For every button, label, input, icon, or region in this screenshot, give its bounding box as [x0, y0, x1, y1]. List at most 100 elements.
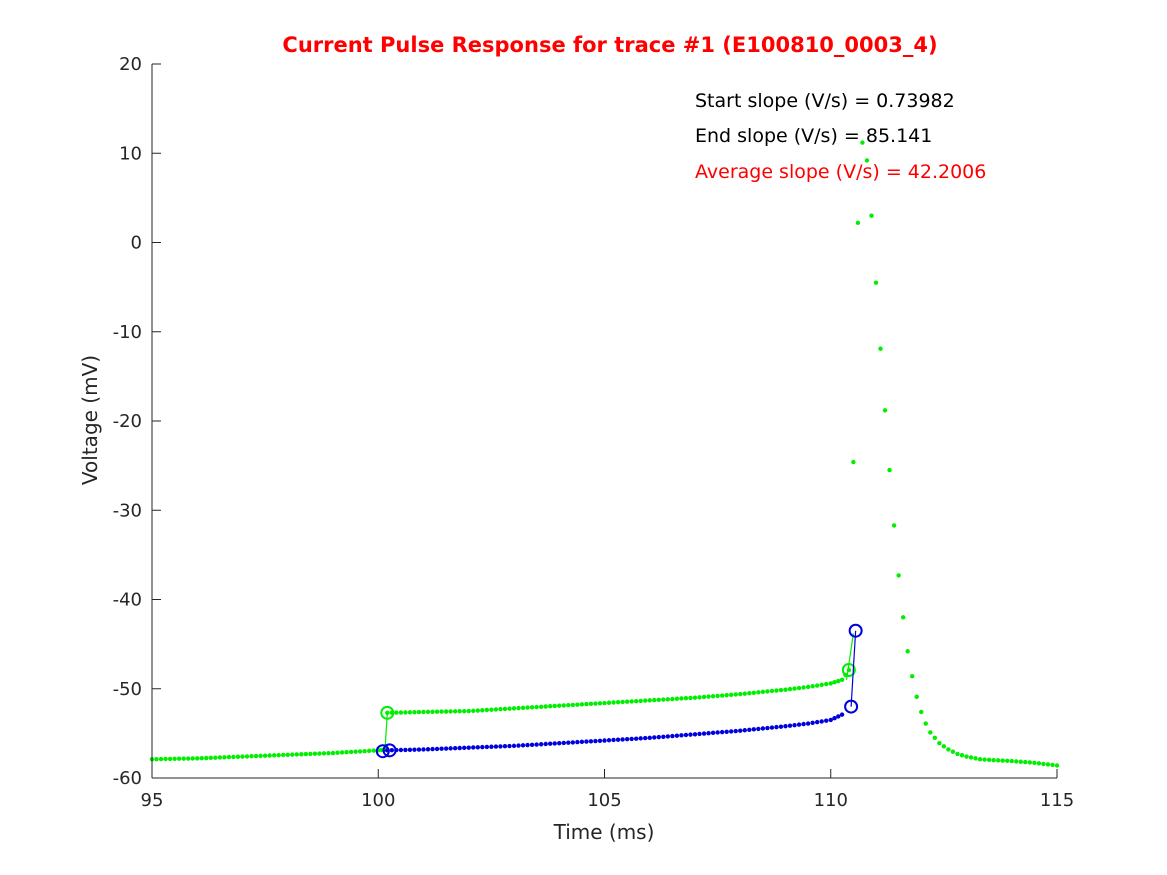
data-point: [738, 728, 743, 733]
data-point: [412, 709, 417, 715]
data-point: [674, 733, 680, 738]
data-point: [253, 753, 259, 759]
data-point: [832, 716, 837, 721]
data-point: [588, 739, 594, 744]
data-point: [624, 736, 630, 742]
data-point: [860, 140, 865, 145]
data-point: [1041, 761, 1046, 767]
data-point: [557, 703, 562, 708]
data-point: [887, 467, 892, 473]
data-point: [543, 741, 548, 747]
data-point: [176, 756, 182, 761]
data-point: [339, 750, 345, 755]
connector-line: [850, 630, 857, 707]
data-point: [186, 756, 191, 761]
data-point: [570, 702, 576, 708]
data-point: [910, 674, 915, 679]
data-point: [955, 751, 960, 757]
data-point: [258, 753, 263, 759]
data-point: [575, 702, 580, 707]
data-point: [814, 719, 820, 725]
data-point: [819, 682, 824, 688]
data-point: [873, 280, 879, 285]
data-point: [602, 738, 607, 743]
data-point: [620, 699, 625, 705]
data-point: [783, 724, 788, 729]
data-point: [638, 736, 643, 741]
data-point: [579, 739, 585, 745]
data-point: [670, 733, 675, 739]
data-point: [158, 756, 164, 762]
data-point: [167, 756, 173, 762]
data-point: [1054, 763, 1060, 768]
data-point: [905, 649, 910, 654]
data-point: [357, 749, 363, 754]
data-point: [226, 754, 232, 760]
data-point: [281, 752, 286, 758]
data-point: [1036, 761, 1042, 766]
data-point: [747, 691, 752, 696]
data-point: [190, 756, 195, 761]
data-point: [919, 709, 924, 715]
data-point: [742, 691, 747, 696]
data-point: [466, 708, 471, 714]
data-point: [552, 741, 557, 746]
data-point: [973, 756, 978, 761]
data-point: [430, 709, 435, 714]
data-point: [611, 700, 616, 705]
data-point: [729, 729, 734, 734]
data-point: [661, 734, 666, 739]
data-point: [457, 709, 462, 714]
data-point: [353, 749, 358, 754]
data-point: [299, 752, 304, 757]
data-point: [548, 741, 553, 746]
data-point: [719, 729, 725, 735]
data-point: [448, 709, 453, 714]
marker-circle: [382, 743, 397, 758]
data-point: [154, 756, 159, 762]
data-point: [778, 687, 784, 693]
data-point: [824, 681, 829, 687]
data-point: [471, 745, 476, 750]
marker-circle: [380, 705, 395, 720]
data-point: [330, 750, 336, 756]
data-point: [719, 693, 725, 698]
marker-circle: [841, 663, 856, 678]
data-point: [204, 755, 209, 761]
data-point: [747, 727, 752, 733]
data-point: [525, 742, 530, 748]
data-point: [733, 692, 738, 697]
data-point: [597, 738, 603, 743]
data-point: [1023, 759, 1028, 765]
data-point: [801, 721, 806, 727]
data-point: [602, 700, 607, 706]
data-point: [457, 745, 462, 751]
data-point: [507, 706, 512, 711]
data-point: [968, 755, 974, 760]
data-point: [498, 706, 503, 712]
y-tick-label: 0: [131, 233, 142, 254]
data-point: [869, 213, 874, 218]
data-point: [475, 745, 480, 750]
data-point: [425, 747, 431, 752]
data-point: [502, 706, 508, 712]
data-point: [452, 709, 458, 714]
data-point: [520, 743, 526, 748]
x-axis-label: Time (ms): [553, 820, 655, 844]
data-point: [828, 681, 833, 686]
data-point: [371, 748, 376, 753]
data-point: [778, 724, 784, 729]
data-point: [787, 686, 793, 692]
data-point: [593, 701, 598, 706]
data-point: [543, 704, 548, 709]
data-point: [760, 689, 766, 695]
series-0: [149, 140, 1060, 768]
data-point: [620, 737, 625, 742]
data-point: [756, 726, 761, 732]
data-point: [801, 685, 806, 690]
data-point: [606, 700, 612, 705]
data-point: [688, 695, 693, 701]
plot-area: [149, 140, 1060, 768]
data-point: [317, 751, 322, 756]
data-point: [724, 692, 729, 698]
